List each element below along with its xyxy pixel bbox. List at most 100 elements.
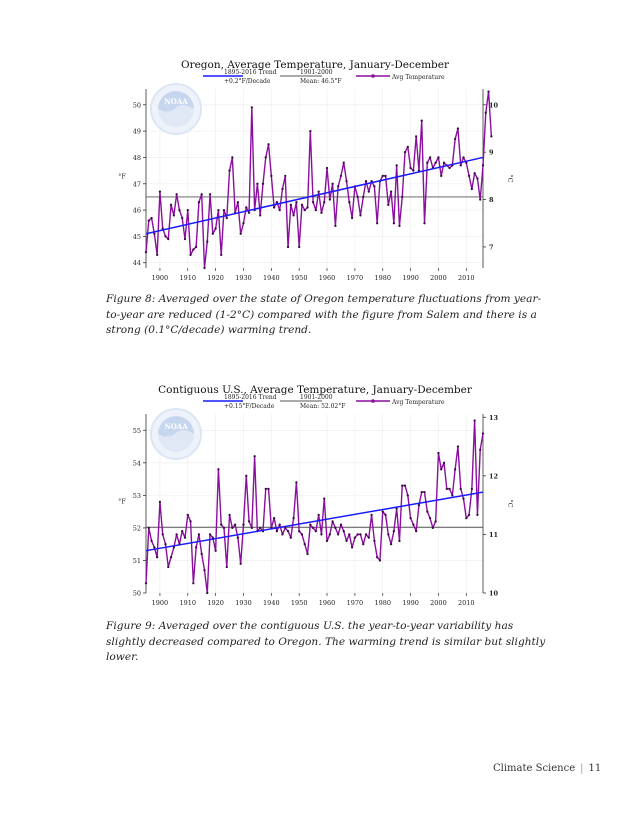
data-point (345, 179, 348, 183)
data-point (437, 156, 440, 159)
data-point (465, 161, 468, 164)
x-tick-label: 1950 (291, 599, 308, 607)
data-point (445, 487, 448, 491)
data-point (415, 135, 418, 138)
data-point (440, 174, 443, 178)
data-point (398, 539, 401, 543)
data-point (217, 208, 220, 212)
noaa-logo: NOAA (150, 83, 202, 135)
data-point (442, 461, 446, 464)
data-point (292, 214, 295, 217)
data-point (281, 187, 284, 191)
chart-title: Oregon, Average Temperature, January-Dec… (181, 59, 450, 71)
data-point (490, 135, 493, 138)
trend-line (145, 156, 484, 235)
data-point (172, 214, 176, 217)
data-point (350, 546, 354, 549)
data-point (242, 222, 245, 225)
data-point (431, 526, 435, 530)
data-point (481, 432, 485, 435)
data-point (467, 174, 471, 178)
data-point (284, 174, 287, 178)
data-point (150, 539, 153, 543)
x-tick-label: 2000 (430, 599, 447, 607)
data-point (217, 468, 220, 471)
data-point (311, 526, 315, 530)
data-point (317, 190, 320, 193)
data-point (389, 543, 393, 546)
data-point (289, 536, 292, 539)
right-tick-label: 10 (489, 590, 499, 598)
data-point (470, 187, 474, 191)
noaa-logo-text: NOAA (164, 422, 188, 431)
data-point (236, 536, 240, 539)
left-tick-label: 50 (133, 101, 141, 109)
data-point (453, 137, 457, 141)
data-point (214, 227, 217, 230)
data-point (272, 516, 276, 520)
data-point (208, 193, 212, 196)
right-tick-label: 8 (489, 196, 494, 204)
data-point (415, 530, 418, 533)
data-point (220, 523, 223, 526)
data-point (303, 543, 306, 546)
data-point (206, 591, 209, 595)
x-tick-label: 1910 (180, 599, 197, 607)
data-point (150, 216, 153, 220)
data-point (479, 198, 482, 201)
data-point (373, 185, 376, 188)
data-point (239, 232, 242, 235)
data-point (208, 533, 212, 536)
data-point (153, 232, 156, 235)
data-point (323, 497, 326, 500)
data-point (161, 227, 164, 230)
page-footer: Climate Science | 11 (493, 763, 601, 774)
page-number: 11 (588, 763, 602, 774)
data-point (373, 539, 376, 543)
data-point (462, 497, 465, 500)
data-point (453, 468, 457, 471)
x-tick-label: 1980 (374, 599, 391, 607)
data-point (325, 539, 329, 543)
data-point (222, 208, 226, 212)
data-point (181, 530, 184, 533)
legend-trend-rate: +0.15°F/Decade (224, 403, 275, 410)
x-tick-label: 1990 (402, 599, 419, 607)
data-point (456, 445, 460, 448)
data-point (309, 129, 312, 133)
left-tick-label: 49 (133, 128, 141, 136)
data-point (389, 190, 393, 193)
left-axis-label: °F (118, 173, 126, 181)
x-tick-label: 1950 (291, 274, 308, 282)
data-point (231, 156, 234, 159)
data-point (384, 513, 387, 517)
left-tick-label: 44 (133, 259, 141, 267)
data-point (194, 245, 198, 249)
data-point (420, 490, 423, 494)
legend-mean-label: 1901-2000 (300, 394, 333, 401)
x-tick-label: 1970 (347, 599, 364, 607)
data-point (306, 206, 309, 209)
data-point (323, 201, 326, 204)
data-point (186, 208, 189, 212)
legend-avg-marker (371, 74, 375, 78)
data-point (442, 161, 446, 164)
data-point (259, 526, 262, 530)
right-tick-label: 12 (489, 472, 498, 480)
left-tick-label: 54 (133, 459, 141, 467)
data-point (481, 164, 485, 167)
chart-title: Contiguous U.S., Average Temperature, Ja… (158, 384, 473, 396)
data-point (350, 216, 354, 220)
data-point (314, 530, 318, 533)
data-point (356, 195, 359, 199)
legend-avg-label: Avg Temperature (391, 74, 445, 81)
x-tick-label: 1990 (402, 274, 419, 282)
data-point (362, 543, 365, 546)
data-point (264, 156, 267, 159)
x-tick-label: 1930 (235, 274, 252, 282)
data-point (275, 530, 279, 533)
data-point (395, 164, 398, 167)
data-point (412, 523, 415, 526)
footer-separator: | (580, 763, 584, 774)
data-point (339, 523, 343, 526)
